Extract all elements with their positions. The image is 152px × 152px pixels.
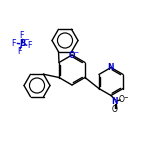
Text: O: O: [119, 95, 125, 104]
Text: F: F: [12, 38, 16, 47]
Text: −: −: [24, 37, 29, 43]
Text: N: N: [108, 63, 114, 72]
Text: B: B: [19, 40, 25, 48]
Text: N: N: [112, 97, 118, 106]
Text: F: F: [17, 47, 21, 57]
Text: F: F: [28, 41, 32, 50]
Text: −: −: [73, 50, 78, 55]
Text: O: O: [112, 105, 118, 114]
Text: −: −: [123, 95, 128, 100]
Text: O: O: [69, 50, 75, 59]
Text: F: F: [20, 31, 24, 40]
